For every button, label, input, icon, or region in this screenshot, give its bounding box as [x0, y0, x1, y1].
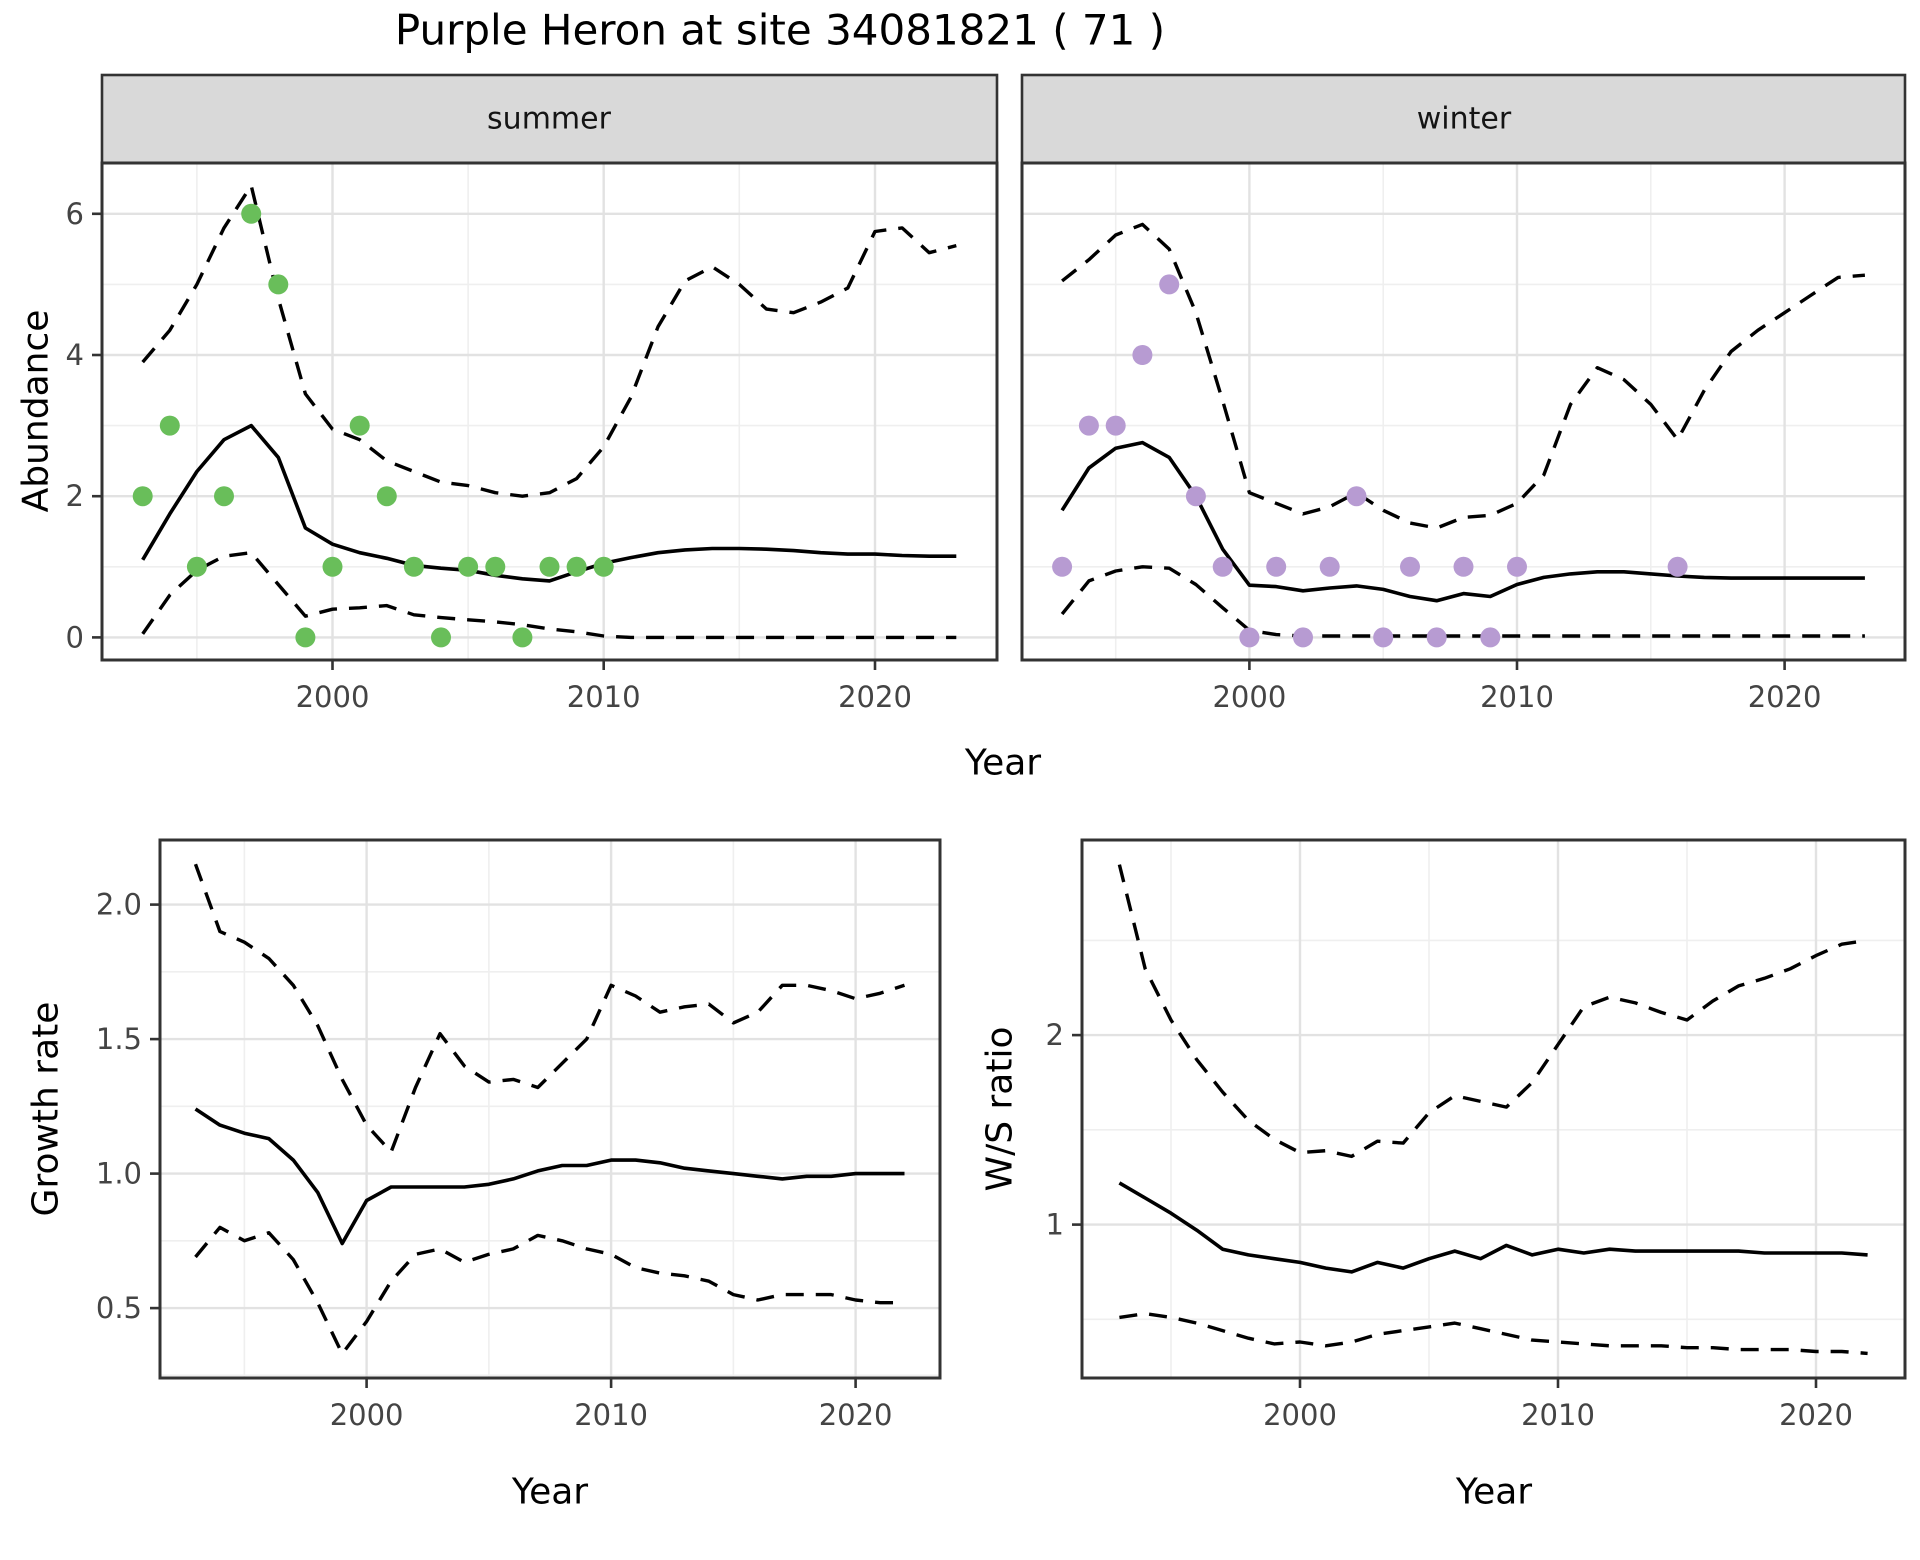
observation-point: [539, 556, 560, 577]
observation-point: [349, 415, 370, 436]
observation-point: [1319, 556, 1340, 577]
panel-ws-ratio: 2000 2010 2020 1 2: [1046, 838, 1907, 1432]
x-tick-label: 2010: [574, 1398, 648, 1432]
observation-point: [566, 556, 587, 577]
observation-point: [214, 486, 234, 507]
series-median: [1118, 1181, 1868, 1274]
observation-point: [1400, 556, 1420, 577]
y-tick-label: 2: [1046, 1018, 1064, 1052]
panel-border: [1080, 838, 1907, 1380]
y-tick-label: 1.0: [96, 1157, 142, 1191]
facet-label-winter: winter: [1416, 101, 1512, 137]
series-upper_ci: [193, 863, 906, 1154]
x-tick-label: 2020: [1779, 1398, 1853, 1432]
x-tick-label: 2000: [1212, 680, 1286, 714]
y-tick-label: 1: [1046, 1208, 1064, 1242]
x-axis-title-year-bottom-left: Year: [511, 1471, 589, 1513]
observation-point: [1507, 556, 1527, 577]
observation-point: [268, 274, 289, 295]
observation-point: [376, 486, 397, 507]
observation-point: [1239, 627, 1260, 648]
observation-point: [322, 556, 343, 577]
y-tick-label: 0: [66, 620, 84, 654]
panel-border: [1020, 161, 1907, 662]
observation-point: [159, 415, 180, 436]
panel-abundance-winter: 2000 2010 2020: [1020, 73, 1907, 714]
observation-point: [1293, 627, 1313, 648]
observation-point: [458, 556, 479, 577]
series-median: [194, 1107, 905, 1246]
observation-point: [485, 556, 506, 577]
facet-strip: [1020, 73, 1907, 165]
observation-point: [1185, 486, 1206, 507]
series-lower_ci: [141, 551, 957, 640]
observation-point: [593, 556, 614, 577]
x-tick-label: 2010: [1480, 680, 1554, 714]
observation-point: [1052, 556, 1073, 577]
observation-point: [241, 203, 262, 224]
panel-growth-rate: 2000 2010 2020 0.5 1.0 1.5 2.0: [96, 838, 942, 1432]
y-tick-label: 0.5: [96, 1291, 142, 1325]
panel-border: [100, 161, 999, 662]
panel-abundance-summer: 2000 2010 2020 0 2 4 6: [66, 73, 999, 714]
figure-title: Purple Heron at site 34081821 ( 71 ): [394, 5, 1166, 55]
y-tick-label: 2: [66, 479, 84, 513]
observation-point: [512, 627, 533, 648]
observation-point: [403, 556, 424, 577]
x-axis-title-year-top: Year: [964, 742, 1042, 784]
x-tick-label: 2000: [330, 1398, 404, 1432]
x-axis-title-year-bottom-right: Year: [1455, 1471, 1533, 1513]
observation-point: [1426, 627, 1447, 648]
observation-point: [431, 627, 451, 648]
observation-point: [1373, 627, 1394, 648]
x-tick-label: 2020: [1748, 680, 1822, 714]
x-tick-label: 2000: [1263, 1398, 1337, 1432]
observation-point: [1480, 627, 1501, 648]
facet-label-summer: summer: [487, 101, 611, 137]
panel-border: [158, 838, 942, 1380]
observation-point: [1453, 556, 1474, 577]
x-tick-label: 2020: [838, 680, 912, 714]
series-lower_ci: [194, 1225, 905, 1356]
series-lower_ci: [1119, 1311, 1868, 1356]
series-median: [1060, 440, 1865, 603]
x-tick-label: 2000: [296, 680, 370, 714]
x-tick-label: 2020: [819, 1398, 893, 1432]
series-median: [141, 423, 957, 583]
x-tick-label: 2010: [567, 680, 641, 714]
facet-strip: [100, 73, 999, 165]
observation-point: [186, 556, 207, 577]
y-tick-label: 6: [66, 197, 84, 231]
observation-point: [1346, 486, 1367, 507]
observation-point: [132, 486, 153, 507]
y-axis-title-ws-ratio: W/S ratio: [979, 1026, 1021, 1192]
y-axis-title-abundance: Abundance: [15, 309, 57, 513]
series-upper_ci: [1117, 864, 1868, 1159]
observation-point: [295, 627, 316, 648]
observation-point: [1667, 556, 1688, 577]
observation-point: [1212, 556, 1233, 577]
y-tick-label: 2.0: [96, 888, 142, 922]
y-tick-label: 4: [66, 338, 84, 372]
observation-point: [1132, 345, 1153, 365]
x-tick-label: 2010: [1521, 1398, 1595, 1432]
series-upper_ci: [1061, 222, 1866, 530]
observation-point: [1105, 415, 1126, 436]
observation-point: [1266, 556, 1287, 577]
series-lower_ci: [1060, 565, 1865, 638]
y-tick-label: 1.5: [96, 1022, 142, 1056]
observation-point: [1078, 415, 1099, 436]
observation-point: [1159, 274, 1180, 295]
series-upper_ci: [141, 183, 957, 498]
y-axis-title-growth-rate: Growth rate: [25, 1001, 67, 1217]
